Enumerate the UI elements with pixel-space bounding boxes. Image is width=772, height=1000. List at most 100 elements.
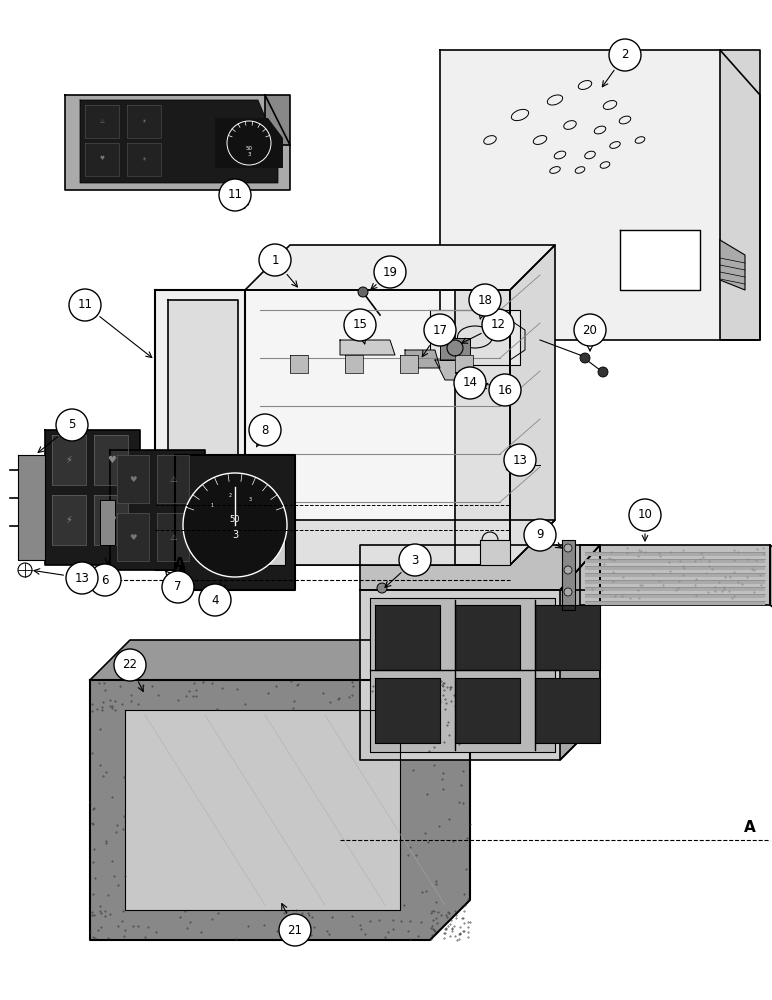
Polygon shape bbox=[480, 540, 510, 565]
Text: 3: 3 bbox=[247, 152, 251, 157]
Polygon shape bbox=[535, 605, 600, 670]
Polygon shape bbox=[80, 100, 278, 183]
Text: 50: 50 bbox=[245, 145, 252, 150]
Polygon shape bbox=[345, 355, 363, 373]
Text: A: A bbox=[174, 557, 186, 572]
Circle shape bbox=[454, 367, 486, 399]
Polygon shape bbox=[215, 118, 283, 168]
Text: 1: 1 bbox=[211, 503, 214, 508]
Circle shape bbox=[504, 444, 536, 476]
Circle shape bbox=[399, 544, 431, 576]
Polygon shape bbox=[562, 540, 575, 610]
Text: 16: 16 bbox=[497, 383, 513, 396]
Circle shape bbox=[279, 914, 311, 946]
Circle shape bbox=[344, 309, 376, 341]
Text: A: A bbox=[176, 566, 188, 582]
Polygon shape bbox=[585, 573, 765, 577]
Circle shape bbox=[227, 121, 271, 165]
Text: 9: 9 bbox=[537, 528, 543, 542]
Circle shape bbox=[629, 499, 661, 531]
Text: 3: 3 bbox=[232, 530, 238, 540]
Circle shape bbox=[482, 309, 514, 341]
Polygon shape bbox=[405, 350, 440, 368]
Polygon shape bbox=[585, 594, 765, 598]
Polygon shape bbox=[155, 290, 245, 570]
Text: 5: 5 bbox=[68, 418, 76, 432]
Polygon shape bbox=[535, 678, 600, 743]
Circle shape bbox=[580, 353, 590, 363]
Text: 21: 21 bbox=[287, 924, 303, 936]
Polygon shape bbox=[455, 605, 520, 670]
Text: 18: 18 bbox=[478, 294, 493, 306]
Polygon shape bbox=[245, 245, 555, 290]
Circle shape bbox=[259, 244, 291, 276]
Polygon shape bbox=[175, 455, 295, 590]
Polygon shape bbox=[52, 435, 86, 485]
Polygon shape bbox=[435, 360, 470, 380]
Polygon shape bbox=[117, 455, 149, 503]
Circle shape bbox=[489, 374, 521, 406]
Text: ⚠: ⚠ bbox=[169, 475, 177, 484]
Circle shape bbox=[56, 409, 88, 441]
Circle shape bbox=[609, 39, 641, 71]
Text: 11: 11 bbox=[228, 188, 242, 202]
Polygon shape bbox=[585, 552, 765, 556]
Text: ⚡: ⚡ bbox=[66, 455, 73, 465]
Text: 15: 15 bbox=[353, 318, 367, 332]
Polygon shape bbox=[127, 105, 161, 138]
Polygon shape bbox=[125, 710, 400, 910]
Polygon shape bbox=[85, 143, 119, 176]
Circle shape bbox=[69, 289, 101, 321]
Text: ♥: ♥ bbox=[107, 515, 115, 525]
Polygon shape bbox=[127, 143, 161, 176]
Text: ⚠: ⚠ bbox=[100, 118, 104, 123]
Circle shape bbox=[564, 588, 572, 596]
Text: 2: 2 bbox=[621, 48, 628, 62]
Polygon shape bbox=[245, 290, 510, 565]
Polygon shape bbox=[585, 559, 765, 563]
Circle shape bbox=[564, 566, 572, 574]
Circle shape bbox=[162, 571, 194, 603]
Polygon shape bbox=[580, 545, 770, 605]
Text: 50: 50 bbox=[230, 516, 240, 524]
Polygon shape bbox=[440, 338, 470, 360]
Circle shape bbox=[358, 287, 368, 297]
Circle shape bbox=[377, 583, 387, 593]
Text: 3: 3 bbox=[411, 554, 418, 566]
Text: 17: 17 bbox=[432, 324, 448, 336]
Text: 4: 4 bbox=[212, 593, 218, 606]
Polygon shape bbox=[85, 105, 119, 138]
Text: A: A bbox=[744, 820, 756, 835]
Text: ♥: ♥ bbox=[107, 455, 115, 465]
Circle shape bbox=[424, 314, 456, 346]
Polygon shape bbox=[585, 587, 765, 591]
Circle shape bbox=[469, 284, 501, 316]
Polygon shape bbox=[100, 500, 115, 545]
Text: 6: 6 bbox=[101, 574, 109, 586]
Polygon shape bbox=[110, 450, 205, 570]
Circle shape bbox=[524, 519, 556, 551]
Text: ♥: ♥ bbox=[129, 532, 137, 542]
Text: ☀: ☀ bbox=[141, 156, 147, 161]
Text: 20: 20 bbox=[583, 324, 598, 336]
Text: 12: 12 bbox=[490, 318, 506, 332]
Polygon shape bbox=[94, 495, 128, 545]
Circle shape bbox=[464, 377, 476, 389]
Polygon shape bbox=[245, 540, 285, 565]
Text: ♥: ♥ bbox=[129, 475, 137, 484]
Circle shape bbox=[574, 314, 606, 346]
Polygon shape bbox=[440, 50, 760, 340]
Text: 19: 19 bbox=[382, 265, 398, 278]
Text: ⚠: ⚠ bbox=[169, 532, 177, 542]
Polygon shape bbox=[52, 495, 86, 545]
Polygon shape bbox=[400, 355, 418, 373]
Polygon shape bbox=[45, 430, 140, 565]
Polygon shape bbox=[157, 455, 189, 503]
Text: ⚡: ⚡ bbox=[66, 515, 73, 525]
Text: 3: 3 bbox=[249, 497, 252, 502]
Polygon shape bbox=[65, 95, 290, 190]
Polygon shape bbox=[90, 640, 470, 940]
Polygon shape bbox=[94, 435, 128, 485]
Polygon shape bbox=[560, 545, 600, 760]
Polygon shape bbox=[455, 355, 473, 373]
